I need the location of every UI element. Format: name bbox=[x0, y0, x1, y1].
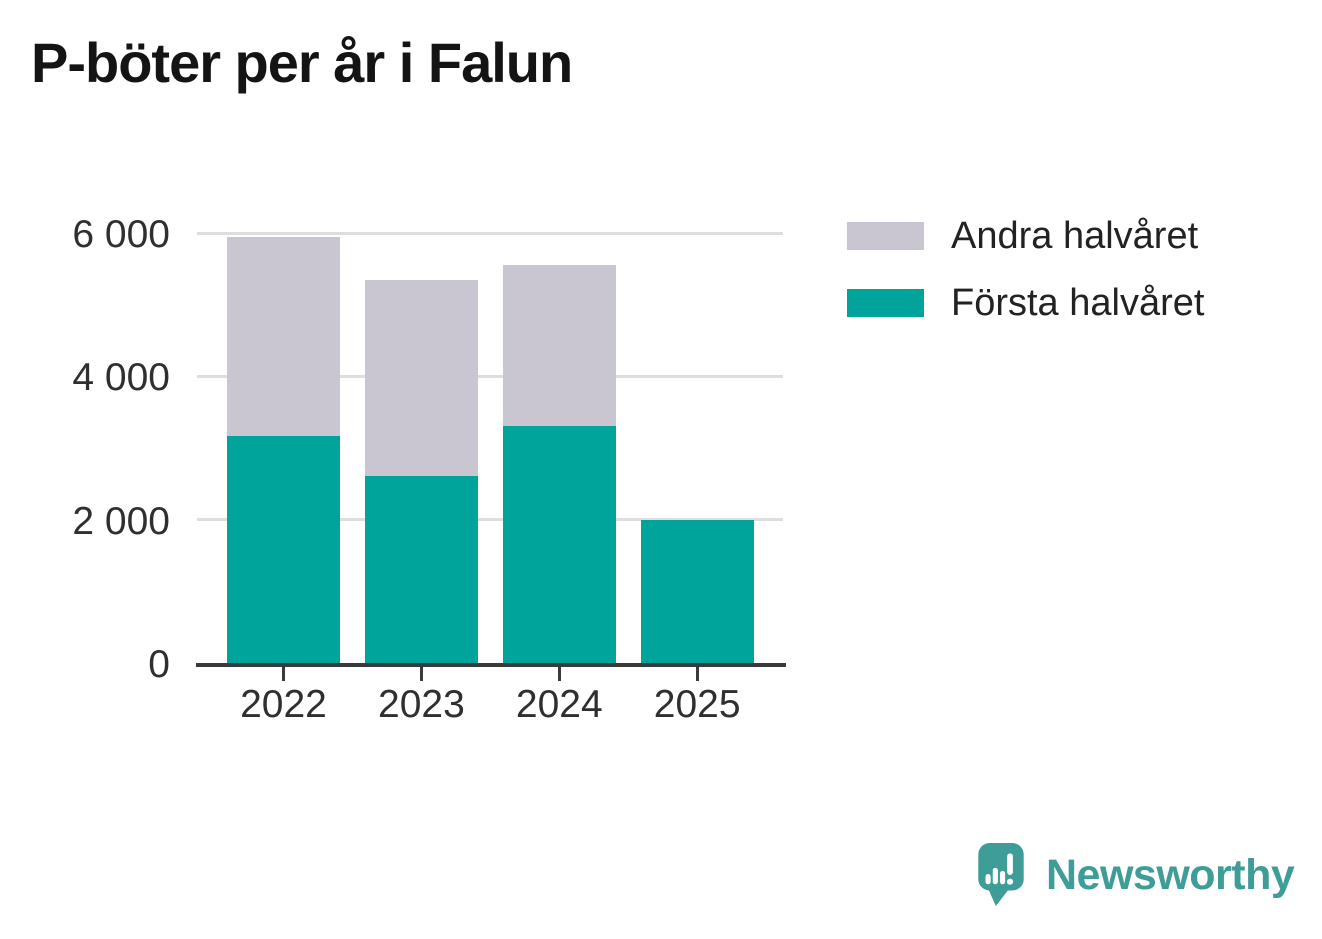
chart-title: P-böter per år i Falun bbox=[31, 31, 573, 94]
x-axis-tick bbox=[695, 667, 699, 681]
bar-segment bbox=[227, 237, 340, 436]
legend: Andra halvåret Första halvåret bbox=[847, 217, 1204, 322]
y-tick-label: 2 000 bbox=[72, 499, 170, 543]
gridline-4000 bbox=[197, 374, 783, 378]
bar-segment bbox=[502, 425, 616, 663]
gridline-6000 bbox=[197, 231, 783, 235]
legend-swatch-andra-halvaret bbox=[847, 222, 924, 250]
x-tick-label: 2023 bbox=[378, 683, 465, 726]
legend-item-andra-halvaret: Andra halvåret bbox=[847, 217, 1204, 255]
bar-segment bbox=[364, 475, 478, 663]
y-tick-label: 6 000 bbox=[72, 213, 170, 256]
bar-segment bbox=[640, 520, 754, 663]
x-tick-label: 2024 bbox=[515, 683, 603, 726]
plot-area bbox=[196, 231, 786, 667]
bar-segment bbox=[227, 435, 340, 663]
x-axis-tick bbox=[557, 667, 561, 681]
legend-item-forsta-halvaret: Första halvåret bbox=[847, 284, 1204, 322]
x-axis-tick bbox=[282, 667, 285, 681]
x-axis-line bbox=[196, 663, 786, 667]
legend-label: Andra halvåret bbox=[951, 215, 1199, 257]
legend-swatch-forsta-halvaret bbox=[847, 289, 924, 317]
bar-segment bbox=[502, 264, 616, 426]
x-tick-label: 2025 bbox=[653, 683, 741, 726]
legend-label: Första halvåret bbox=[951, 282, 1205, 324]
branding: Newsworthy bbox=[978, 843, 1295, 907]
gridline-2000 bbox=[197, 518, 783, 522]
x-axis-tick bbox=[419, 667, 423, 681]
y-tick-label: 0 bbox=[148, 643, 170, 686]
branding-logo-text: Newsworthy bbox=[1046, 851, 1295, 899]
x-tick-label: 2022 bbox=[240, 683, 327, 726]
bar-segment bbox=[364, 280, 478, 476]
newsworthy-logo-icon bbox=[978, 843, 1024, 906]
y-tick-label: 4 000 bbox=[72, 356, 170, 400]
